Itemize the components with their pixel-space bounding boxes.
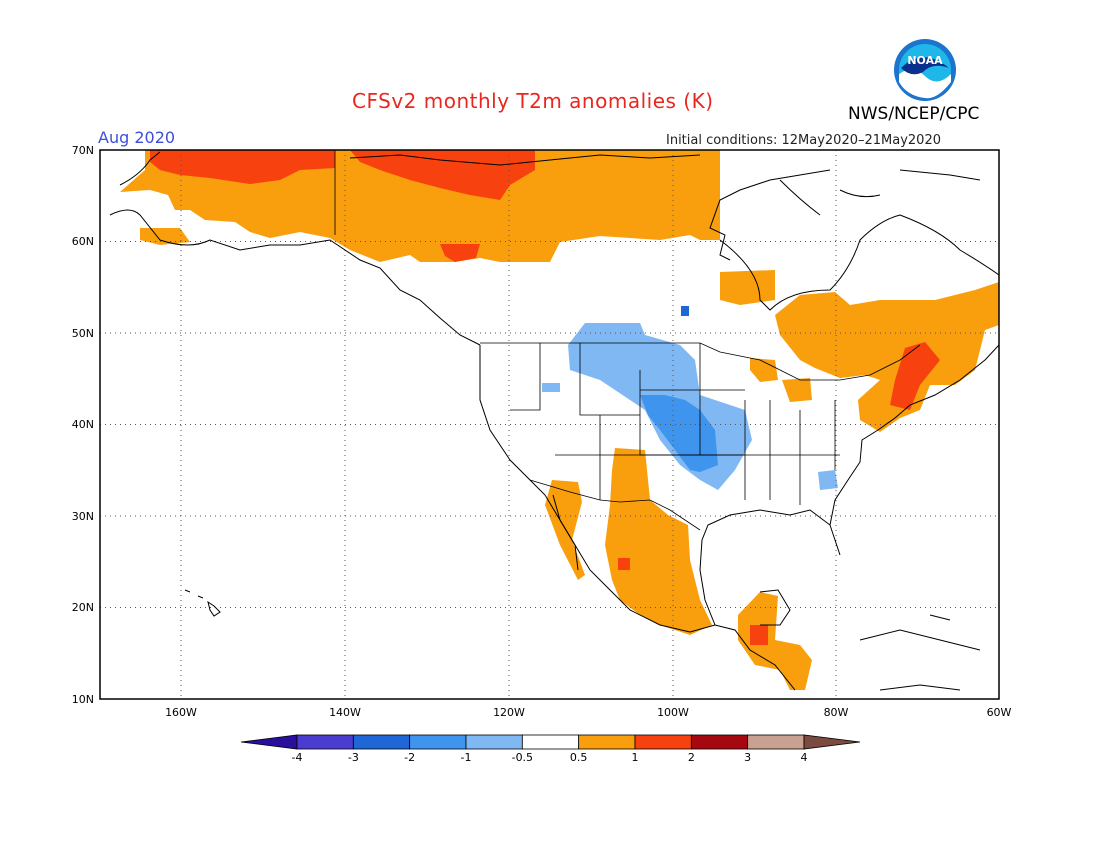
colorbar-label: -1: [461, 751, 472, 764]
strong-warm-yukon: [440, 244, 480, 262]
forecast-month: Aug 2020: [98, 128, 176, 147]
lat-label: 20N: [72, 601, 94, 614]
warm-region-east-canada: [720, 270, 775, 305]
strong-warm-new-england: [890, 342, 940, 410]
lon-label: 160W: [165, 706, 197, 719]
longitude-axis: 160W 140W 120W 100W 80W 60W: [165, 706, 1011, 719]
cool-region-carolina: [818, 470, 838, 490]
colorbar-label: -0.5: [512, 751, 533, 764]
lon-label: 100W: [657, 706, 689, 719]
colorbar-label: -2: [404, 751, 415, 764]
noaa-logo-icon: NOAA: [894, 39, 956, 101]
lat-label: 50N: [72, 327, 94, 340]
latitude-axis: 70N 60N 50N 40N 30N 20N 10N: [72, 144, 94, 706]
colorbar-label: 2: [688, 751, 695, 764]
political-borders: [334, 150, 921, 531]
colorbar-segment: [465, 734, 523, 750]
colorbar-right-arrow: [803, 734, 861, 750]
strong-warm-mexico-west: [618, 558, 630, 570]
warm-region-quebec: [775, 282, 999, 432]
lon-label: 80W: [824, 706, 849, 719]
lat-label: 60N: [72, 235, 94, 248]
warm-region-central-america: [738, 592, 812, 690]
lat-label: 70N: [72, 144, 94, 157]
strong-warm-arctic-east: [350, 150, 535, 200]
colorbar-segment: [747, 734, 805, 750]
colorbar-label: 4: [801, 751, 808, 764]
cool-region-minnesota: [681, 306, 689, 316]
strong-warm-arctic-west: [150, 150, 335, 184]
warm-region-alaska-west: [140, 228, 190, 245]
colorbar-segment: [690, 734, 749, 750]
warm-region-mexico: [605, 448, 712, 635]
agency-label: NWS/NCEP/CPC: [848, 104, 980, 124]
colorbar-label: -3: [348, 751, 359, 764]
lat-label: 10N: [72, 693, 94, 706]
strong-warm-central-america: [750, 625, 768, 645]
warm-region-michigan: [782, 378, 812, 402]
coastlines: [109, 151, 999, 691]
noaa-logo-text: NOAA: [907, 54, 943, 67]
map-frame: [99, 149, 1000, 700]
lat-label: 30N: [72, 510, 94, 523]
lon-label: 60W: [987, 706, 1012, 719]
initial-conditions: Initial conditions: 12May2020–21May2020: [666, 133, 941, 148]
lat-label: 40N: [72, 418, 94, 431]
colorbar-segment: [352, 734, 411, 750]
colorbar-label: 1: [632, 751, 639, 764]
colorbar-left-arrow: [240, 734, 298, 750]
colorbar: -4 -3 -2 -1 -0.5 0.5 1 2 3 4: [240, 734, 861, 764]
colorbar-label: 0.5: [570, 751, 588, 764]
colorbar-label: 3: [744, 751, 751, 764]
warm-region-baja: [545, 480, 585, 580]
cool-region-core: [640, 395, 718, 472]
colorbar-label: -4: [292, 751, 303, 764]
colorbar-segment: [409, 734, 467, 750]
cool-region-west: [542, 383, 560, 392]
anomaly-fields: [120, 150, 999, 690]
warm-region-great-lakes: [750, 358, 778, 382]
colorbar-segment: [578, 734, 636, 750]
map-title: CFSv2 monthly T2m anomalies (K): [352, 89, 714, 113]
colorbar-segment: [296, 734, 354, 750]
lon-label: 140W: [329, 706, 361, 719]
hawaii-islands: [184, 589, 221, 617]
colorbar-segment: [521, 734, 580, 750]
lon-label: 120W: [493, 706, 525, 719]
colorbar-segment: [634, 734, 692, 750]
